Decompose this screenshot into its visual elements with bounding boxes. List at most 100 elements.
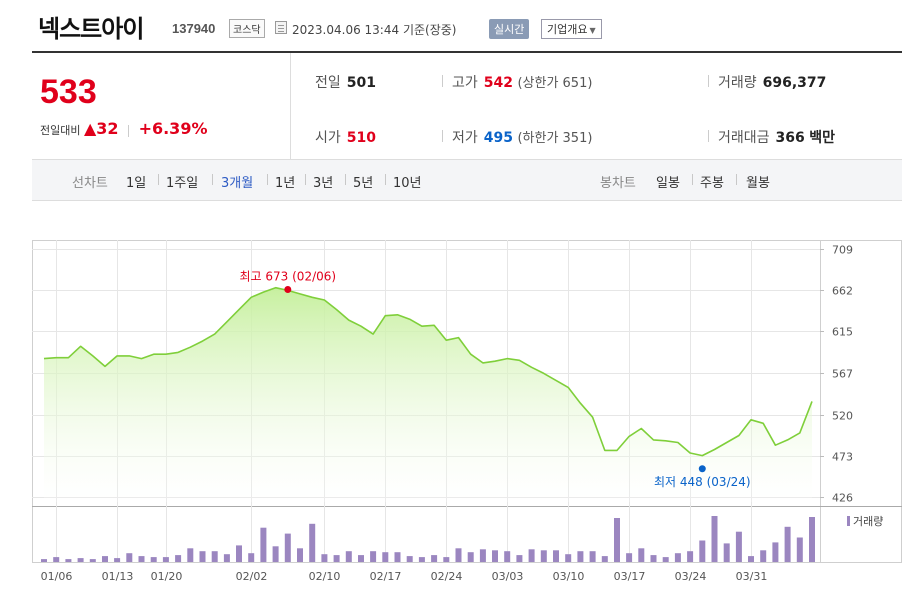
period-tab-1y[interactable]: 1년 [275,176,296,191]
stat-label: 저가 [452,130,478,146]
lower-limit: (하한가 351) [517,131,593,146]
volume-bar [175,555,182,562]
volume-bar [126,553,133,562]
volume-bar [187,548,194,562]
volume-legend-swatch [847,516,850,526]
volume-bar [614,518,620,562]
stat-high: 고가 542 (상한가 651) [452,72,592,92]
divider [345,174,346,185]
x-tick-label: 03/17 [614,570,646,583]
volume-bar [662,557,669,562]
stat-label: 시가 [315,130,341,146]
volume-bar [260,527,267,562]
period-tab-1d[interactable]: 1일 [126,176,147,191]
volume-bar [735,531,742,562]
volume-bar [528,549,535,562]
candle-tab-daily[interactable]: 일봉 [656,176,680,191]
change-percent: +6.39% [138,119,208,138]
volume-bar [199,551,206,562]
price-box: 533 전일대비 ▲32 +6.39% [32,53,291,160]
stock-code: 137940 [172,21,216,36]
volume-bar [577,551,584,562]
stat-volume: 거래량 696,377 [718,72,826,92]
period-tab-1w[interactable]: 1주일 [166,176,199,191]
header-divider [32,51,902,53]
period-tab-10y[interactable]: 10년 [393,176,422,191]
y-tick-label: 473 [832,451,853,464]
change-row: 전일대비 ▲32 +6.39% [40,119,207,138]
calendar-icon [275,21,287,34]
x-tick-label: 02/10 [309,570,341,583]
company-overview-button[interactable]: 기업개요 ▼ [541,19,602,39]
volume-bar [723,543,730,562]
stat-amount: 거래대금 366 백만 [718,127,835,147]
volume-bar [796,537,803,562]
stat-value: 542 [483,75,513,91]
volume-bar [284,533,291,562]
volume-bar [65,559,72,562]
volume-bar [236,545,242,562]
volume-bar [674,553,681,562]
volume-bar [309,523,316,562]
candle-tab-monthly[interactable]: 월봉 [746,176,770,191]
volume-bar [760,550,767,562]
divider [442,75,443,87]
divider [708,130,709,142]
volume-bar [650,555,657,562]
divider [212,174,213,185]
volume-bar [114,558,121,562]
volume-bar [272,546,279,562]
price-area [44,287,812,502]
change-label: 전일대비 [40,124,81,137]
volume-bar [711,516,718,562]
volume-bar [211,551,218,562]
high-annotation: 최고 673 (02/06) [240,269,337,283]
x-tick-label: 03/24 [675,570,707,583]
stat-low: 저가 495 (하한가 351) [452,127,592,147]
volume-bar [443,557,450,562]
realtime-button[interactable]: 실시간 [489,19,530,39]
datetime-value: 2023.04.06 13:44 [292,23,400,37]
stat-value: 510 [346,130,376,146]
volume-bar [394,552,401,562]
divider [158,174,159,185]
change-value: 32 [96,119,119,138]
x-tick-label: 03/10 [553,570,585,583]
stats-panel: 전일 501 고가 542 (상한가 651) 거래량 696,377 시가 510 저… [291,53,902,160]
period-tab-5y[interactable]: 5년 [353,176,374,191]
market-badge: 코스닥 [229,19,265,38]
x-tick-label: 02/24 [431,570,463,583]
low-annotation: 최저 448 (03/24) [654,475,751,489]
volume-bar [162,557,169,562]
volume-bar [809,517,815,562]
chevron-down-icon: ▼ [589,26,596,35]
volume-bar [370,551,377,562]
volume-bar [345,551,352,562]
volume-bar [772,542,779,562]
volume-bar [638,548,645,562]
stat-label: 거래대금 [718,130,770,146]
volume-legend-label: 거래량 [853,515,883,528]
stat-prev: 전일 501 [315,72,376,92]
x-tick-label: 03/03 [492,570,524,583]
y-tick-label: 615 [832,326,853,339]
divider [692,174,693,185]
volume-bar [601,556,608,562]
y-tick-label: 426 [832,492,853,505]
period-tab-3m[interactable]: 3개월 [221,176,254,191]
stat-label: 거래량 [718,75,757,91]
volume-bar [297,548,303,562]
divider [128,125,130,137]
volume-bar [406,556,413,562]
volume-bar [479,549,486,562]
x-tick-label: 02/17 [370,570,402,583]
high-marker [284,285,292,293]
line-chart-label: 선차트 [72,176,108,191]
divider [442,130,443,142]
candle-tab-weekly[interactable]: 주봉 [700,176,724,191]
volume-bar [53,557,60,562]
period-tab-3y[interactable]: 3년 [313,176,334,191]
volume-bar [504,551,511,562]
up-arrow-icon: ▲ [83,119,97,138]
volume-bar [516,555,523,562]
